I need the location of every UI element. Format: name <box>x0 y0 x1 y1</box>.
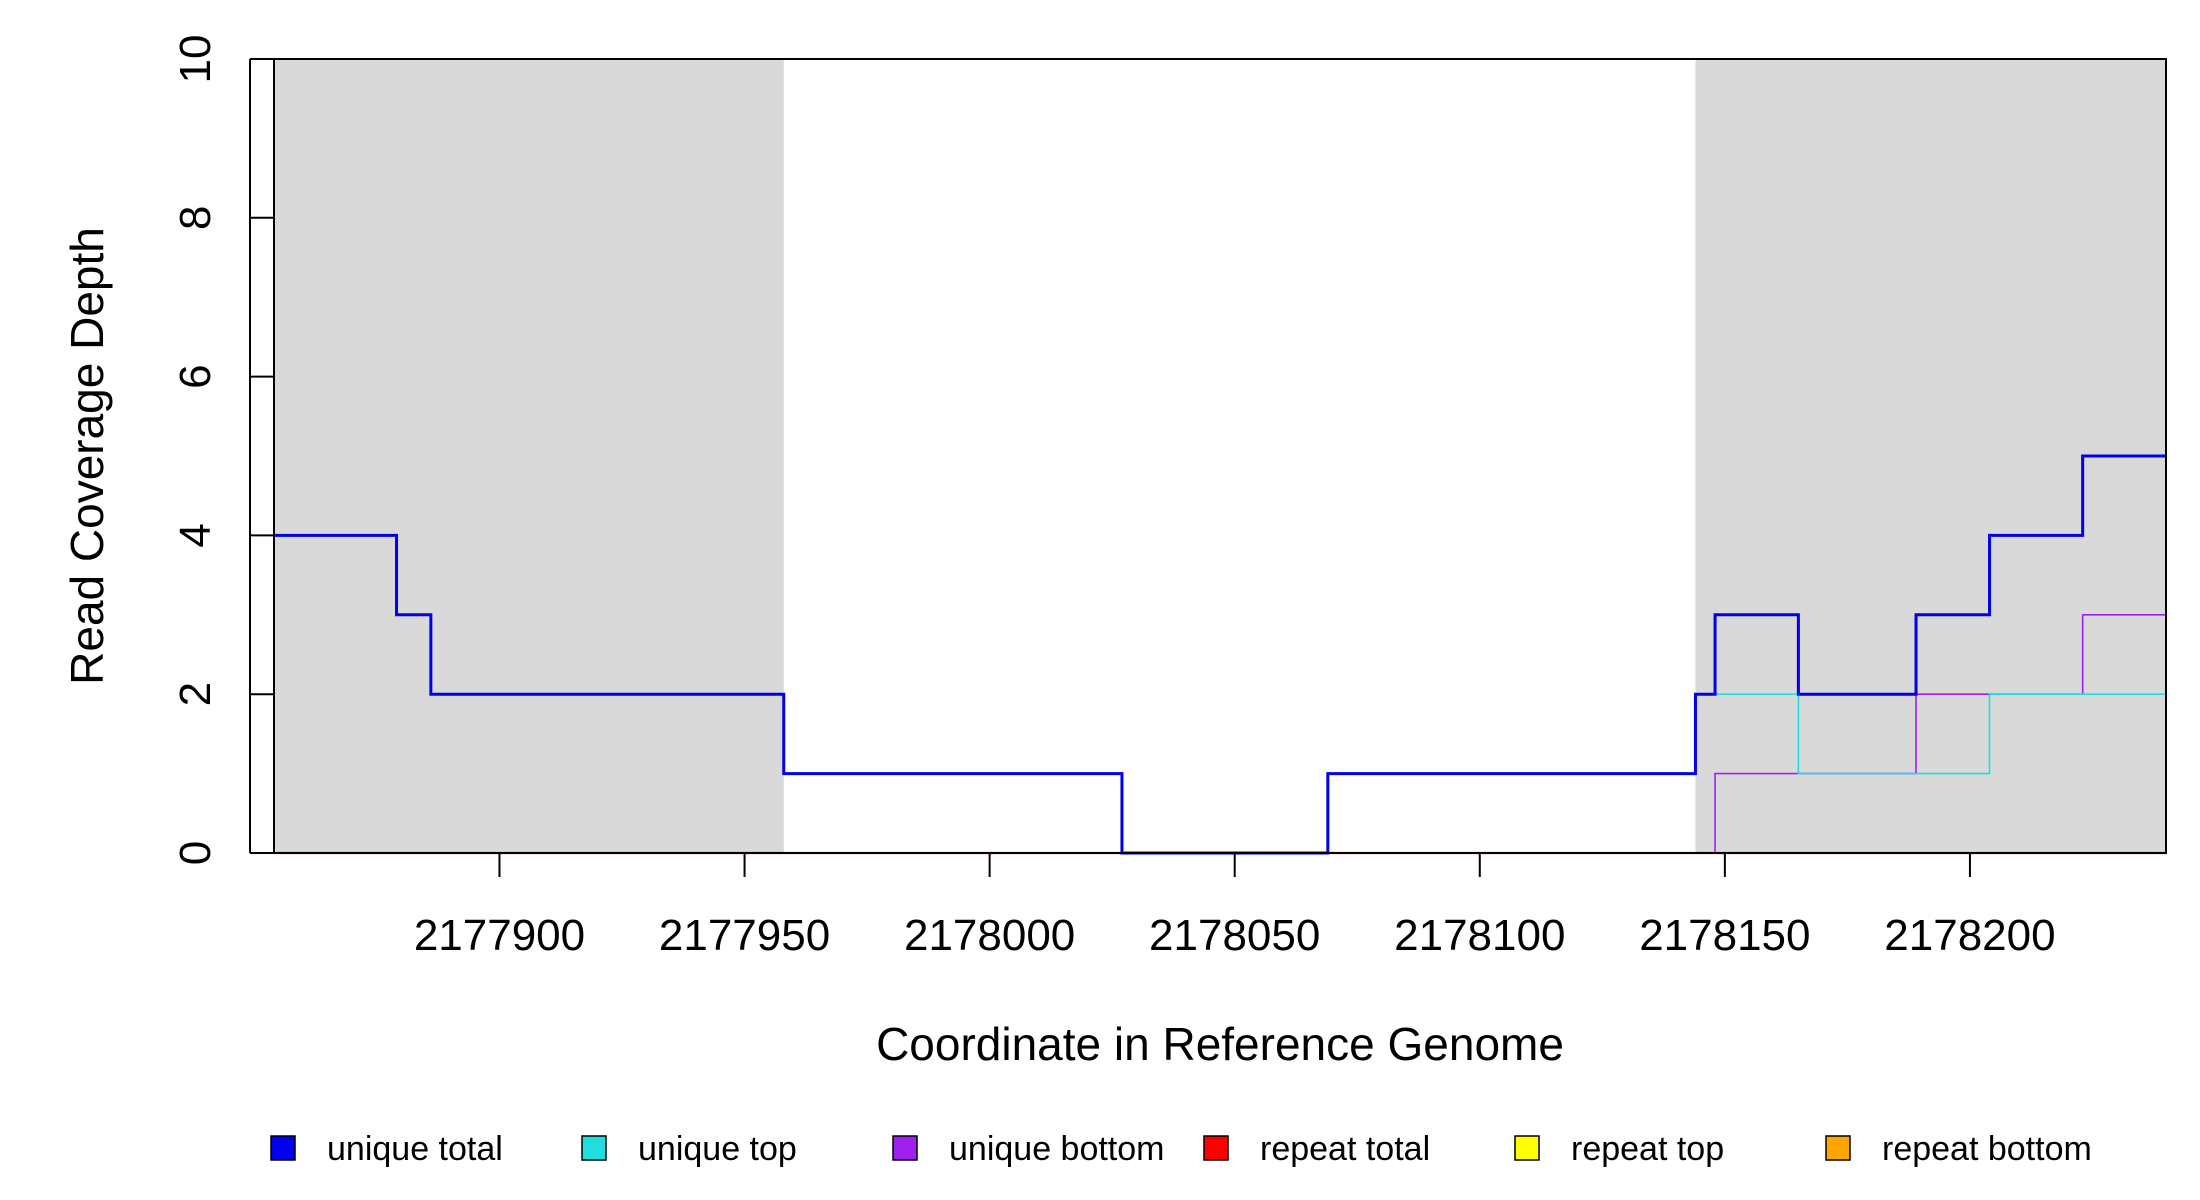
legend-swatch-repeat-bottom <box>1825 1135 1851 1161</box>
x-tick-label: 2178100 <box>1394 911 1565 960</box>
y-tick-label: 6 <box>171 364 220 388</box>
y-tick-label: 10 <box>171 35 220 84</box>
x-tick-label: 2177950 <box>659 911 830 960</box>
shaded-regions <box>274 59 2166 853</box>
x-tick-label: 2178000 <box>904 911 1075 960</box>
y-axis-title: Read Coverage Depth <box>61 227 113 685</box>
legend: unique total unique top unique bottom repea… <box>270 1130 2092 1168</box>
y-tick-label: 8 <box>171 206 220 230</box>
x-tick-label: 2178150 <box>1639 911 1810 960</box>
x-tick-label: 2178200 <box>1884 911 2055 960</box>
legend-label-unique-total: unique total <box>327 1130 503 1168</box>
legend-label-repeat-bottom: repeat bottom <box>1882 1130 2092 1168</box>
shaded-region-0 <box>274 59 784 853</box>
y-tick-label: 4 <box>171 523 220 547</box>
legend-swatch-repeat-top <box>1514 1135 1540 1161</box>
series-line-unique-total <box>274 454 2166 855</box>
x-tick-label: 2178050 <box>1149 911 1320 960</box>
legend-swatch-unique-top <box>581 1135 607 1161</box>
y-tick-label: 0 <box>171 841 220 865</box>
legend-label-unique-bottom: unique bottom <box>949 1130 1165 1168</box>
legend-label-repeat-total: repeat total <box>1260 1130 1430 1168</box>
y-tick-label: 2 <box>171 682 220 706</box>
legend-swatch-repeat-total <box>1203 1135 1229 1161</box>
x-axis-title: Coordinate in Reference Genome <box>876 1018 1564 1070</box>
x-tick-label: 2177900 <box>414 911 585 960</box>
legend-swatch-unique-total <box>270 1135 296 1161</box>
plot-frame <box>273 58 2167 854</box>
legend-label-unique-top: unique top <box>638 1130 797 1168</box>
x-axis: 2177900 2177950 2178000 2178050 2178100 21781… <box>414 853 2056 960</box>
legend-label-repeat-top: repeat top <box>1571 1130 1724 1168</box>
legend-swatch-unique-bottom <box>892 1135 918 1161</box>
y-axis: 0 2 4 6 8 10 <box>171 35 274 865</box>
